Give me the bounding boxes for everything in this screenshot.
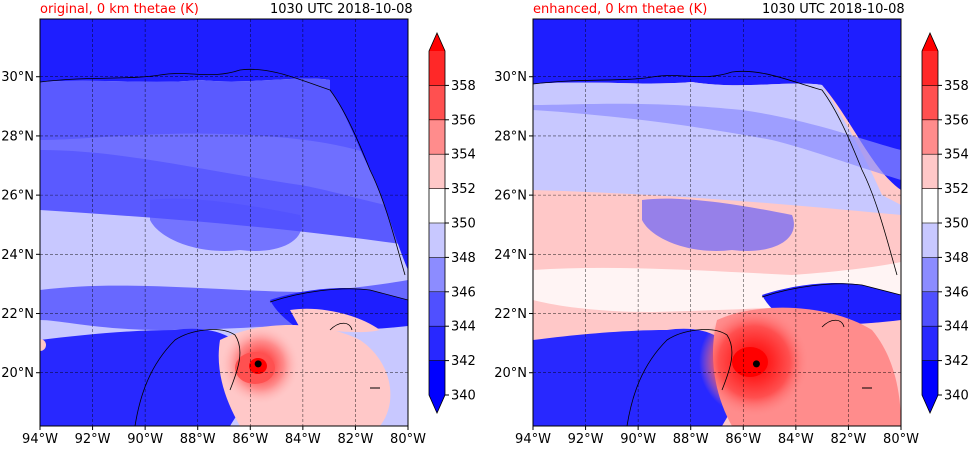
gridlines [533, 19, 901, 426]
panel-original: original, 0 km thetae (K) 1030 UTC 2018-… [0, 0, 486, 449]
colorbar-extend-high [429, 33, 445, 51]
panel-time: 1030 UTC 2018-10-08 [270, 2, 413, 17]
lat-tick-label: 30°N [1, 70, 34, 85]
storm-center-marker [254, 360, 262, 368]
map-frame [532, 18, 902, 427]
colorbar-label: 348 [451, 251, 476, 266]
colorbar-segment [429, 326, 445, 361]
colorbar-extend-low [429, 395, 445, 413]
map-field [40, 19, 408, 426]
colorbar-extend-low [922, 395, 938, 413]
colorbar-label: 356 [944, 113, 969, 128]
colorbar-segment [922, 85, 938, 121]
colorbar-label: 352 [944, 182, 969, 197]
colorbar-segment [429, 51, 445, 86]
map-original: 94°W 92°W 90°W 88°W 86°W 84°W 82°W 80°W 20°N 22°… [1, 18, 476, 447]
lat-tick-label: 24°N [494, 248, 527, 263]
panel-time: 1030 UTC 2018-10-08 [762, 2, 905, 17]
colorbar-segment [922, 291, 938, 327]
colorbar-segment [922, 119, 938, 155]
colorbar-segment [922, 188, 938, 224]
colorbar: 340 342 344 346 348 350 352 354 356 358 [428, 32, 476, 414]
lon-tick-label: 80°W [390, 432, 426, 447]
colorbar-segment [922, 154, 938, 189]
colorbar-segment [922, 257, 938, 293]
lon-ticks: 94°W 92°W 90°W 88°W 86°W 84°W 82°W 80°W [515, 426, 919, 447]
storm-center-marker [752, 360, 760, 368]
panel-enhanced: enhanced, 0 km thetae (K) 1030 UTC 2018-… [492, 0, 972, 449]
lon-tick-label: 86°W [232, 432, 268, 447]
lat-tick-label: 24°N [1, 248, 34, 263]
colorbar-segment [429, 119, 445, 155]
colorbar-label: 342 [451, 354, 476, 369]
lon-tick-label: 94°W [22, 432, 58, 447]
lon-tick-label: 88°W [673, 432, 709, 447]
lat-tick-label: 26°N [1, 189, 34, 204]
colorbar-segment [922, 51, 938, 86]
colorbar-segment [429, 291, 445, 327]
lon-tick-label: 80°W [883, 432, 919, 447]
colorbar-label: 352 [451, 182, 476, 197]
lon-tick-label: 90°W [620, 432, 656, 447]
lon-tick-label: 88°W [180, 432, 216, 447]
gridlines [40, 19, 408, 426]
colorbar-label: 350 [451, 217, 476, 232]
colorbar-label: 340 [451, 389, 476, 404]
lat-tick-label: 22°N [1, 307, 34, 322]
lat-ticks: 20°N 22°N 24°N 26°N 28°N 30°N [1, 70, 40, 381]
lat-tick-label: 20°N [1, 366, 34, 381]
lat-tick-label: 26°N [494, 189, 527, 204]
colorbar-segment [922, 326, 938, 361]
colorbar-label: 340 [944, 389, 969, 404]
lat-ticks: 20°N 22°N 24°N 26°N 28°N 30°N [494, 70, 533, 381]
colorbar-extend-high [922, 33, 938, 51]
lat-tick-label: 22°N [494, 307, 527, 322]
lon-ticks: 94°W 92°W 90°W 88°W 86°W 84°W 82°W 80°W [22, 426, 426, 447]
lat-tick-label: 20°N [494, 366, 527, 381]
colorbar-segment [922, 360, 938, 396]
colorbar-label: 342 [944, 354, 969, 369]
lat-tick-label: 30°N [494, 70, 527, 85]
colorbar-segment [429, 223, 445, 258]
colorbar-label: 344 [451, 320, 476, 335]
colorbar-label: 354 [451, 148, 476, 163]
colorbar-segment [429, 154, 445, 189]
map-frame [39, 18, 409, 427]
map-field [533, 19, 901, 426]
lon-tick-label: 82°W [337, 432, 373, 447]
lon-tick-label: 90°W [127, 432, 163, 447]
colorbar-segment [429, 188, 445, 224]
colorbar-segment [429, 257, 445, 293]
colorbar-label: 356 [451, 113, 476, 128]
lon-tick-label: 86°W [725, 432, 761, 447]
colorbar-label: 350 [944, 217, 969, 232]
lon-tick-label: 94°W [515, 432, 551, 447]
colorbar-segment [429, 360, 445, 396]
lon-tick-label: 92°W [75, 432, 111, 447]
colorbar-label: 346 [944, 285, 969, 300]
colorbar: 340 342 344 346 348 350 352 354 356 358 [921, 32, 969, 414]
lon-tick-label: 84°W [778, 432, 814, 447]
colorbar-segment [922, 223, 938, 258]
panel-title: original, 0 km thetae (K) [40, 2, 199, 17]
lat-tick-label: 28°N [494, 129, 527, 144]
map-enhanced: 94°W 92°W 90°W 88°W 86°W 84°W 82°W 80°W 20°N 22°… [494, 18, 969, 447]
lon-tick-label: 82°W [830, 432, 866, 447]
lon-tick-label: 84°W [285, 432, 321, 447]
lon-tick-label: 92°W [568, 432, 604, 447]
panel-title: enhanced, 0 km thetae (K) [533, 2, 708, 17]
colorbar-label: 348 [944, 251, 969, 266]
colorbar-label: 354 [944, 148, 969, 163]
colorbar-label: 358 [944, 79, 969, 94]
colorbar-label: 346 [451, 285, 476, 300]
colorbar-label: 358 [451, 79, 476, 94]
lat-tick-label: 28°N [1, 129, 34, 144]
colorbar-label: 344 [944, 320, 969, 335]
colorbar-segment [429, 85, 445, 121]
